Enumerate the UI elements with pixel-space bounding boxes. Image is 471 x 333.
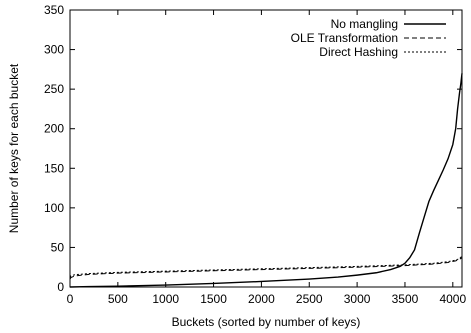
series-line-no-mangling bbox=[69, 73, 463, 288]
x-tick-label: 500 bbox=[108, 292, 128, 306]
x-tick-label: 1000 bbox=[152, 292, 179, 306]
y-tick-label: 0 bbox=[57, 280, 64, 294]
x-tick-label: 4000 bbox=[439, 292, 466, 306]
y-tick-label: 150 bbox=[44, 161, 64, 175]
y-tick-label: 350 bbox=[44, 3, 64, 17]
x-tick-label: 2000 bbox=[248, 292, 275, 306]
x-tick-label: 3000 bbox=[344, 292, 371, 306]
x-axis-label: Buckets (sorted by number of keys) bbox=[172, 315, 361, 329]
x-tick-label: 1500 bbox=[200, 292, 227, 306]
x-tick-label: 3500 bbox=[392, 292, 419, 306]
y-tick-label: 100 bbox=[44, 201, 64, 215]
legend-label: No mangling bbox=[331, 17, 398, 31]
x-tick-label: 2500 bbox=[296, 292, 323, 306]
y-tick-label: 250 bbox=[44, 82, 64, 96]
y-tick-label: 50 bbox=[51, 240, 65, 254]
series-line-direct-hashing bbox=[69, 255, 463, 278]
legend-label: OLE Transformation bbox=[291, 31, 398, 45]
series-lines bbox=[69, 73, 463, 288]
y-axis-label: Number of keys for each bucket bbox=[7, 63, 21, 233]
y-tick-label: 300 bbox=[44, 43, 64, 57]
plot-frame bbox=[69, 9, 463, 288]
series-line-ole-transformation bbox=[69, 257, 463, 280]
legend-label: Direct Hashing bbox=[319, 45, 398, 59]
y-tick-label: 200 bbox=[44, 122, 64, 136]
x-tick-label: 0 bbox=[67, 292, 74, 306]
